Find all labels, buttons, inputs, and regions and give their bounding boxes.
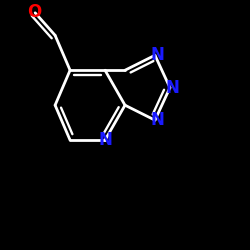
Text: N: N: [150, 46, 164, 64]
Text: O: O: [27, 2, 41, 21]
Text: N: N: [150, 111, 164, 129]
Text: N: N: [166, 79, 179, 97]
Text: N: N: [98, 131, 112, 149]
